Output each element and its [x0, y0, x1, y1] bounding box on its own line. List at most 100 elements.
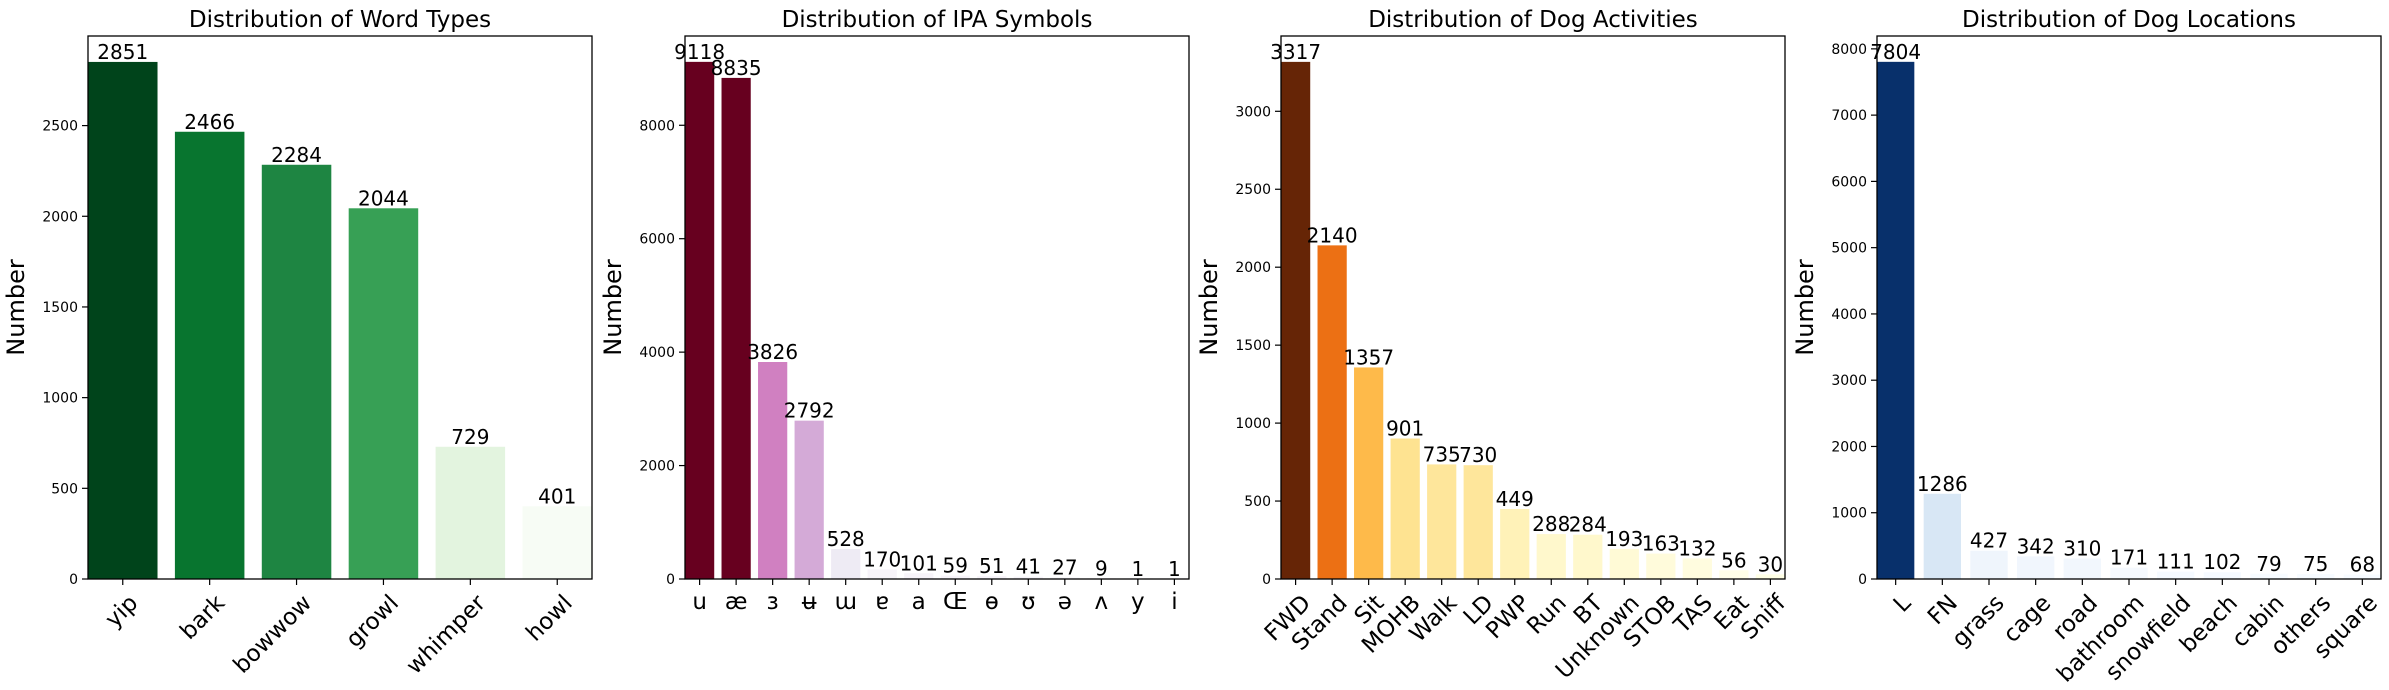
- bar: [1050, 577, 1080, 579]
- data-label: 41: [1016, 555, 1041, 579]
- x-tick-label: ə: [1058, 589, 1072, 615]
- y-tick-label: 0: [666, 572, 675, 588]
- bar: [2203, 572, 2241, 579]
- data-label: 101: [900, 551, 938, 575]
- y-tick-label: 500: [1244, 494, 1271, 510]
- axes-frame: [684, 35, 1190, 580]
- data-label: 51: [979, 554, 1004, 578]
- data-label: 111: [2157, 550, 2195, 574]
- data-label: 79: [2256, 552, 2281, 576]
- y-tick-label: 4000: [639, 345, 675, 361]
- y-tick-label: 1000: [1831, 506, 1867, 522]
- data-label: 901: [1386, 417, 1424, 441]
- x-tick-label: y: [1131, 589, 1145, 615]
- bar: [1646, 553, 1676, 579]
- data-label: 2140: [1307, 223, 1358, 247]
- x-tick-label: grass: [1947, 590, 2009, 652]
- x-tick-label: ɯ: [834, 589, 856, 615]
- bar: [1427, 464, 1457, 579]
- bar: [2250, 573, 2288, 579]
- data-label: 30: [1758, 552, 1783, 576]
- data-label: 730: [1459, 443, 1497, 467]
- data-label: 9: [1095, 556, 1108, 580]
- axes-frame: [87, 35, 593, 580]
- data-label: 7804: [1870, 40, 1921, 64]
- y-tick-label: 3000: [1831, 373, 1867, 389]
- data-label: 449: [1496, 487, 1534, 511]
- bar: [261, 164, 332, 579]
- y-tick-label: 8000: [639, 118, 675, 134]
- y-tick-label: 0: [1858, 572, 1867, 588]
- x-tick-label: yip: [100, 590, 143, 633]
- bar: [867, 569, 897, 579]
- bar: [1719, 570, 1749, 579]
- data-label: 193: [1605, 527, 1643, 551]
- y-tick-label: 2000: [1831, 439, 1867, 455]
- bar: [348, 208, 419, 580]
- bar: [522, 506, 592, 579]
- data-label: 729: [451, 425, 489, 449]
- axes-frame: [1280, 35, 1786, 580]
- y-tick-label: 1000: [42, 391, 78, 407]
- bar: [940, 575, 970, 579]
- data-label: 171: [2110, 546, 2148, 570]
- bar: [1390, 438, 1420, 579]
- data-label: 8835: [711, 56, 762, 80]
- data-label: 1: [1168, 557, 1181, 581]
- x-tick-label: ʉ: [802, 589, 817, 615]
- y-axis-label: Number: [2, 259, 30, 356]
- chart-title: Distribution of Word Types: [189, 7, 491, 33]
- data-label: 3826: [747, 340, 798, 364]
- bar: [1500, 509, 1530, 579]
- y-tick-label: 6000: [1831, 174, 1867, 190]
- bar: [831, 549, 861, 579]
- chart-3: 050010001500200025003000FWDStandSitMOHBW…: [1195, 7, 1792, 684]
- data-label: 2792: [784, 399, 835, 423]
- y-tick-label: 7000: [1831, 108, 1867, 124]
- y-tick-label: 3000: [1235, 104, 1271, 120]
- x-tick-label: a: [912, 589, 926, 615]
- y-tick-label: 1500: [1235, 338, 1271, 354]
- chart-title: Distribution of Dog Locations: [1962, 7, 2296, 33]
- y-tick-label: 4000: [1831, 307, 1867, 323]
- y-axis-label: Number: [1791, 259, 1819, 356]
- data-label: 401: [538, 484, 576, 508]
- y-tick-label: 2500: [1235, 182, 1271, 198]
- chart-title: Distribution of Dog Activities: [1368, 7, 1698, 33]
- x-tick-label: ɐ: [875, 589, 889, 615]
- x-tick-label: u: [692, 589, 707, 615]
- data-label: 2284: [271, 143, 322, 167]
- bar: [2343, 574, 2381, 579]
- data-label: 170: [863, 547, 901, 571]
- y-tick-label: 1500: [42, 300, 78, 316]
- data-label: 1286: [1917, 472, 1968, 496]
- data-label: 288: [1532, 512, 1570, 536]
- data-label: 1357: [1343, 345, 1394, 369]
- x-tick-label: howl: [521, 590, 577, 646]
- data-label: 75: [2303, 552, 2328, 576]
- data-label: 342: [2017, 534, 2055, 558]
- bar: [174, 131, 245, 579]
- bar: [2017, 556, 2055, 579]
- x-tick-label: Sniff: [1736, 589, 1792, 645]
- bar: [1354, 367, 1384, 579]
- bar: [1317, 245, 1347, 579]
- bar: [2110, 567, 2148, 579]
- bar: [1877, 61, 1915, 579]
- bar: [1463, 465, 1493, 579]
- data-label: 163: [1642, 532, 1680, 556]
- bar: [1755, 574, 1785, 579]
- x-tick-label: bowwow: [229, 590, 318, 679]
- x-tick-label: ɵ: [985, 589, 999, 615]
- x-tick-label: cage: [1999, 590, 2057, 648]
- bar: [1923, 493, 1961, 579]
- data-label: 3317: [1270, 40, 1321, 64]
- bar: [2157, 571, 2195, 579]
- bar: [1609, 548, 1639, 579]
- y-tick-label: 500: [51, 481, 78, 497]
- bar: [2297, 574, 2335, 579]
- y-tick-label: 2000: [639, 459, 675, 475]
- x-tick-label: æ: [725, 589, 748, 615]
